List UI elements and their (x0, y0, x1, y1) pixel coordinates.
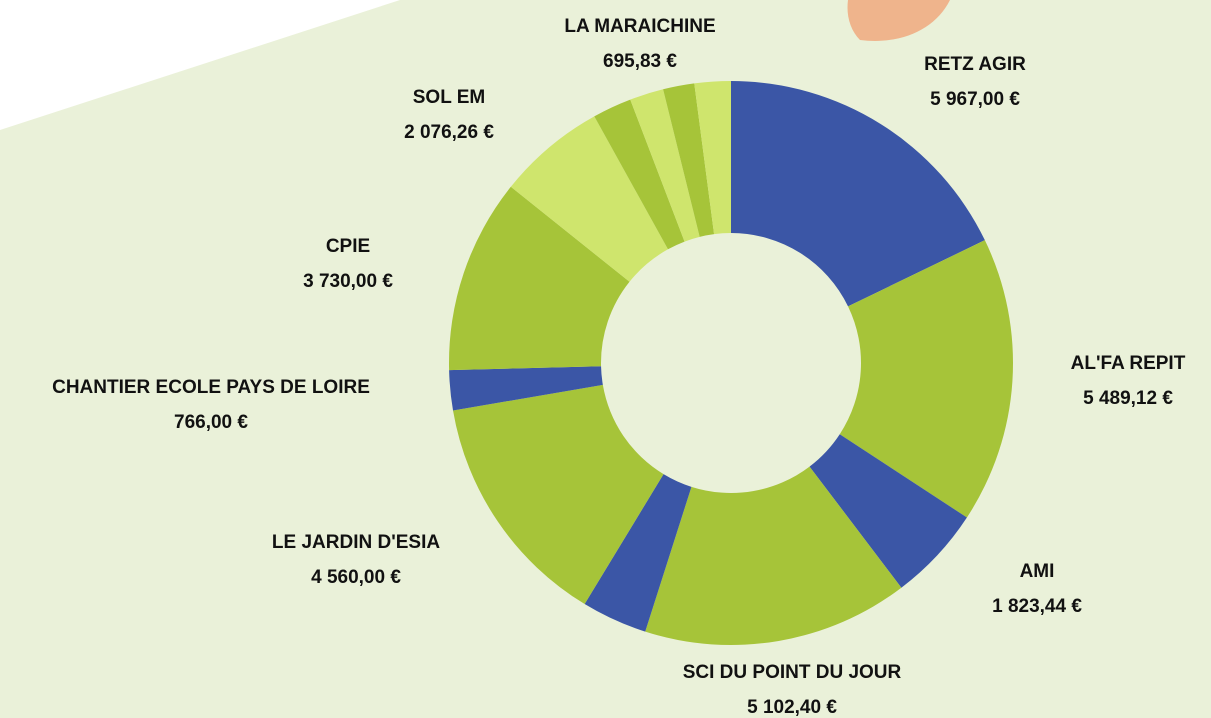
donut-slice (449, 366, 603, 411)
donut-slice (630, 89, 700, 242)
slice-value-label: 695,83 € (603, 51, 677, 72)
donut-slice (453, 384, 664, 605)
slice-label: AMI (1020, 561, 1055, 582)
donut-slice (731, 81, 985, 307)
slice-label: LE JARDIN D'ESIA (272, 532, 440, 553)
donut-slice (449, 186, 630, 371)
slice-label: CHANTIER ECOLE PAYS DE LOIRE (52, 377, 370, 398)
donut-slice (510, 116, 668, 282)
donut-slice (839, 240, 1013, 518)
donut-slice (584, 474, 692, 632)
donut-slice (594, 99, 685, 250)
slice-label: SOL EM (413, 87, 486, 108)
slice-value-label: 1 823,44 € (992, 596, 1082, 617)
donut-slice (809, 434, 967, 588)
slice-label: SCI DU POINT DU JOUR (683, 662, 902, 683)
slice-label: RETZ AGIR (924, 54, 1026, 75)
slice-value-label: 2 076,26 € (404, 122, 494, 143)
slice-value-label: 766,00 € (174, 412, 248, 433)
slice-label: CPIE (326, 236, 370, 257)
donut-slice (694, 81, 731, 235)
slice-value-label: 5 102,40 € (747, 697, 837, 718)
donut-slice (663, 83, 715, 237)
slice-value-label: 4 560,00 € (311, 567, 401, 588)
background-corner (0, 0, 400, 130)
slice-label: AL'FA REPIT (1071, 353, 1186, 374)
donut-slice (645, 466, 902, 645)
slice-label: LA MARAICHINE (564, 16, 715, 37)
slice-value-label: 3 730,00 € (303, 271, 393, 292)
decor-shape (847, 0, 950, 41)
slice-value-label: 5 489,12 € (1083, 388, 1173, 409)
slice-value-label: 5 967,00 € (930, 89, 1020, 110)
